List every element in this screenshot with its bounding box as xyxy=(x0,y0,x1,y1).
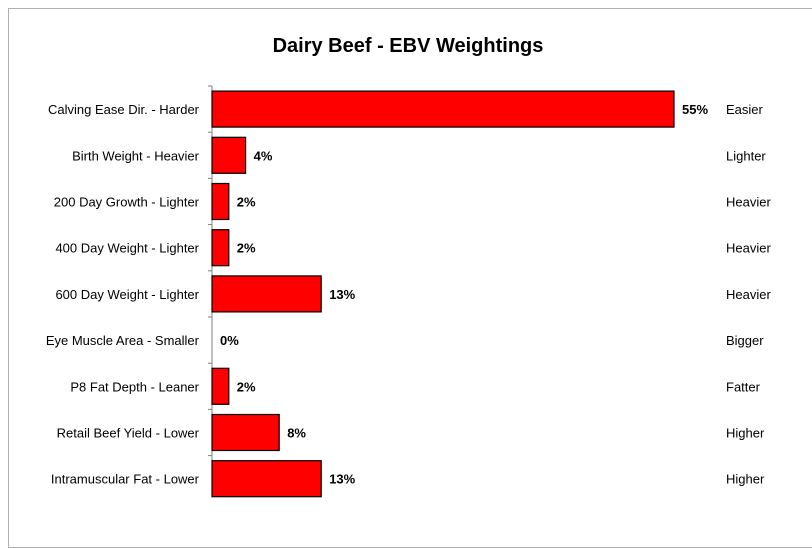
bar-chart: Dairy Beef - EBV Weightings Calving Ease… xyxy=(0,0,812,523)
data-label: 2% xyxy=(237,379,256,394)
chart-title: Dairy Beef - EBV Weightings xyxy=(273,35,544,57)
direction-label: Heavier xyxy=(726,241,771,256)
bar xyxy=(212,91,674,127)
data-label: 4% xyxy=(254,148,273,163)
bar xyxy=(212,137,246,173)
bar xyxy=(212,230,229,266)
direction-label: Fatter xyxy=(726,379,761,394)
category-label: 400 Day Weight - Lighter xyxy=(55,241,199,256)
direction-label: Lighter xyxy=(726,148,766,163)
category-label: P8 Fat Depth - Leaner xyxy=(70,379,199,394)
bar xyxy=(212,276,321,312)
data-label: 2% xyxy=(237,241,256,256)
category-label: Retail Beef Yield - Lower xyxy=(57,426,200,441)
data-label: 8% xyxy=(287,426,306,441)
data-label: 55% xyxy=(682,102,708,117)
data-label: 0% xyxy=(220,333,239,348)
direction-label: Easier xyxy=(726,102,764,117)
direction-label: Heavier xyxy=(726,287,771,302)
data-label: 13% xyxy=(329,287,355,302)
bar xyxy=(212,368,229,404)
bar xyxy=(212,184,229,220)
data-label: 2% xyxy=(237,195,256,210)
category-label: Birth Weight - Heavier xyxy=(72,148,200,163)
category-label: Intramuscular Fat - Lower xyxy=(51,472,200,487)
direction-label: Higher xyxy=(726,472,765,487)
category-label: 600 Day Weight - Lighter xyxy=(55,287,199,302)
category-label: Calving Ease Dir. - Harder xyxy=(48,102,200,117)
bar xyxy=(212,415,279,451)
direction-label: Heavier xyxy=(726,195,771,210)
data-label: 13% xyxy=(329,472,355,487)
category-label: 200 Day Growth - Lighter xyxy=(54,195,200,210)
direction-label: Bigger xyxy=(726,333,764,348)
bar xyxy=(212,461,321,497)
category-label: Eye Muscle Area - Smaller xyxy=(46,333,200,348)
direction-label: Higher xyxy=(726,426,765,441)
